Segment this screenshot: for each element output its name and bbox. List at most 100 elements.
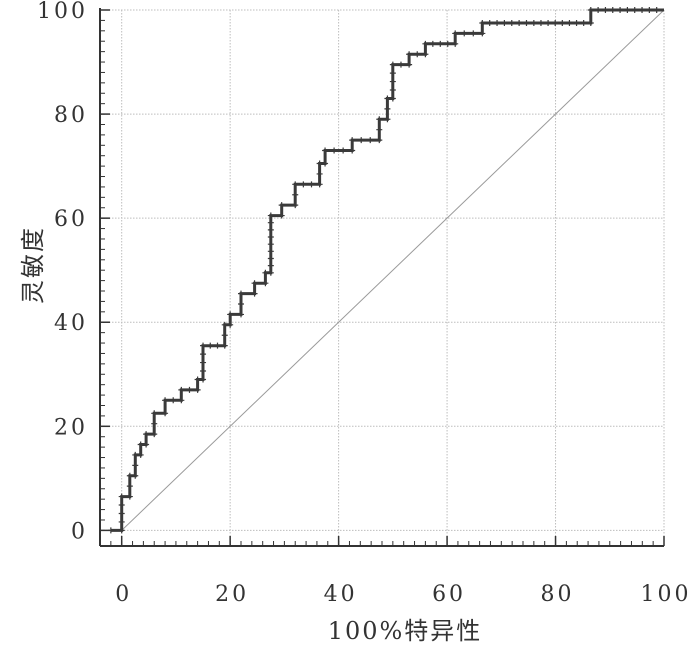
roc-point-marker <box>268 220 274 226</box>
roc-point-marker <box>262 270 268 276</box>
roc-point-marker <box>516 20 522 26</box>
roc-point-marker <box>406 62 412 68</box>
roc-point-marker <box>452 30 458 36</box>
roc-point-marker <box>617 7 623 13</box>
roc-point-marker <box>138 452 144 458</box>
roc-point-marker <box>376 127 382 133</box>
y-axis-title: 灵敏度 <box>19 226 47 304</box>
roc-point-marker <box>222 343 228 349</box>
roc-point-marker <box>384 106 390 112</box>
roc-curve-line <box>111 10 664 530</box>
roc-point-marker <box>279 202 285 208</box>
roc-point-marker <box>268 234 274 240</box>
roc-point-marker <box>127 483 133 489</box>
roc-point-marker <box>632 7 638 13</box>
roc-point-marker <box>646 7 652 13</box>
roc-point-marker <box>602 7 608 13</box>
roc-point-marker <box>322 161 328 167</box>
roc-point-marker <box>430 41 436 47</box>
roc-point-marker <box>262 280 268 286</box>
roc-point-marker <box>309 181 315 187</box>
roc-point-marker <box>268 213 274 219</box>
roc-point-marker <box>654 7 660 13</box>
roc-point-marker <box>376 137 382 143</box>
roc-point-marker <box>151 431 157 437</box>
roc-point-marker <box>384 95 390 101</box>
roc-point-marker <box>178 397 184 403</box>
x-tick-label: 20 <box>215 582 249 607</box>
roc-point-marker <box>268 227 274 233</box>
grid <box>100 10 664 546</box>
roc-point-marker <box>222 332 228 338</box>
roc-point-marker <box>479 20 485 26</box>
roc-point-marker <box>195 387 201 393</box>
roc-point-marker <box>162 397 168 403</box>
roc-point-marker <box>624 7 630 13</box>
roc-point-marker <box>509 20 515 26</box>
y-tick-label: 60 <box>54 207 88 232</box>
roc-point-marker <box>252 280 258 286</box>
roc-point-marker <box>452 41 458 47</box>
y-tick-label: 80 <box>54 103 88 128</box>
x-tick-label: 80 <box>541 582 575 607</box>
roc-point-marker <box>143 431 149 437</box>
y-tick-label: 100 <box>37 0 88 24</box>
roc-point-marker <box>268 263 274 269</box>
roc-point-marker <box>222 322 228 328</box>
roc-point-marker <box>494 20 500 26</box>
roc-point-marker <box>170 397 176 403</box>
roc-point-marker <box>390 95 396 101</box>
roc-curve-group <box>108 7 664 533</box>
roc-point-marker <box>588 7 594 13</box>
roc-point-marker <box>300 181 306 187</box>
roc-point-marker <box>279 213 285 219</box>
roc-point-marker <box>349 148 355 154</box>
roc-point-marker <box>292 192 298 198</box>
roc-point-marker <box>595 7 601 13</box>
roc-point-marker <box>479 30 485 36</box>
roc-point-marker <box>200 343 206 349</box>
roc-point-marker <box>132 452 138 458</box>
roc-point-marker <box>119 519 125 525</box>
roc-point-marker <box>268 241 274 247</box>
roc-point-marker <box>445 41 451 47</box>
roc-point-marker <box>317 161 323 167</box>
roc-point-marker <box>268 270 274 276</box>
roc-point-marker <box>559 20 565 26</box>
roc-point-marker <box>545 20 551 26</box>
roc-point-marker <box>132 473 138 479</box>
roc-point-marker <box>292 181 298 187</box>
roc-point-marker <box>523 20 529 26</box>
roc-point-marker <box>200 368 206 374</box>
roc-point-marker <box>119 494 125 500</box>
roc-point-marker <box>390 62 396 68</box>
roc-point-marker <box>127 494 133 500</box>
roc-point-marker <box>151 421 157 427</box>
roc-point-marker <box>162 410 168 416</box>
x-tick-label: 40 <box>324 582 358 607</box>
x-tick-label: 0 <box>115 582 132 607</box>
roc-point-marker <box>317 171 323 177</box>
roc-point-marker <box>588 20 594 26</box>
roc-point-marker <box>531 20 537 26</box>
roc-point-marker <box>252 291 258 297</box>
roc-point-marker <box>178 387 184 393</box>
roc-point-marker <box>132 462 138 468</box>
roc-point-marker <box>487 20 493 26</box>
roc-point-marker <box>422 51 428 57</box>
roc-point-marker <box>143 442 149 448</box>
roc-point-marker <box>376 116 382 122</box>
x-axis-title: 100%特异性 <box>328 617 483 645</box>
roc-point-marker <box>552 20 558 26</box>
roc-point-marker <box>566 20 572 26</box>
roc-point-marker <box>195 376 201 382</box>
roc-point-marker <box>200 360 206 366</box>
roc-point-marker <box>186 387 192 393</box>
roc-point-marker <box>268 255 274 261</box>
roc-point-marker <box>200 351 206 357</box>
roc-point-marker <box>127 473 133 479</box>
roc-point-marker <box>390 87 396 93</box>
